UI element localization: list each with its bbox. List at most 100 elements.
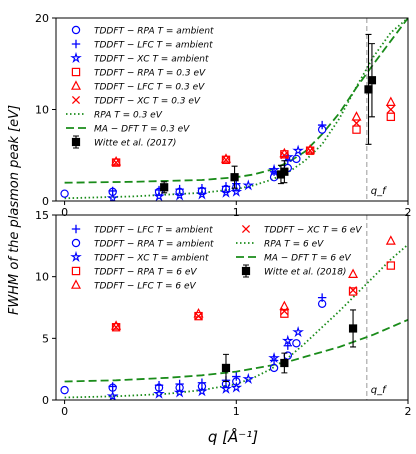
point-tddft-lfc-t-6-ev <box>348 268 359 278</box>
point-tddft-xc-t-ambient <box>196 385 208 397</box>
legend-label: RPA T = 6 eV <box>264 240 324 250</box>
legend-marker <box>71 279 81 289</box>
qf-label: q_f <box>371 385 387 396</box>
point-tddft-lfc-t-0-3-ev <box>351 111 362 121</box>
point-tddft-xc-t-6-ev <box>194 312 203 321</box>
legend-label: TDDFT − LFC T = 0.3 eV <box>94 83 205 93</box>
legend-label: Witte et al. (2018) <box>264 268 346 278</box>
point-tddft-rpa-t-ambient <box>175 383 184 392</box>
legend-entry-witte-et-al-2018: Witte et al. (2018) <box>241 264 346 278</box>
point-tddft-xc-t-ambient <box>230 381 243 393</box>
legend-entry-tddft-lfc-t-0-3-ev: TDDFT − LFC T = 0.3 eV <box>71 80 205 93</box>
point-tddft-rpa-t-ambient <box>197 382 207 391</box>
y-tick-label: 20 <box>35 12 49 25</box>
point-tddft-rpa-t-0-3-ev <box>305 146 315 155</box>
legend-label: RPA T = 0.3 eV <box>94 111 163 121</box>
y-tick-label: 0 <box>42 394 49 407</box>
point-tddft-xc-t-ambient <box>292 144 304 156</box>
bottom-plot-area <box>60 235 408 400</box>
point-tddft-xc-t-0-3-ev <box>386 105 395 114</box>
legend-entry-tddft-lfc-t-ambient: TDDFT − LFC T = ambient <box>71 224 213 236</box>
legend-entry-tddft-rpa-t-ambient: TDDFT − RPA T = ambient <box>71 238 214 250</box>
legend-entry-tddft-xc-t-ambient: TDDFT − XC T = ambient <box>70 51 209 65</box>
point-tddft-xc-t-ambient <box>173 189 186 201</box>
legend-entry-witte-et-al-2017: Witte et al. (2017) <box>71 135 176 149</box>
point-tddft-xc-t-6-ev <box>280 307 289 316</box>
point-tddft-xc-t-ambient <box>153 387 165 399</box>
point-tddft-rpa-t-0-3-ev <box>386 112 396 122</box>
point-tddft-xc-t-ambient <box>220 186 232 198</box>
point-tddft-xc-t-ambient <box>220 382 232 394</box>
legend-label: TDDFT − XC T = 0.3 eV <box>94 97 201 107</box>
point-tddft-xc-t-ambient <box>268 351 280 364</box>
legend-marker <box>71 95 81 105</box>
point-tddft-xc-t-6-ev <box>348 286 358 295</box>
legend-label: TDDFT − RPA T = 0.3 eV <box>94 69 206 79</box>
x-tick-label: 0 <box>61 206 68 219</box>
point-tddft-lfc-t-ambient <box>317 120 327 130</box>
point-tddft-rpa-t-ambient <box>269 363 279 373</box>
point-tddft-xc-t-ambient <box>292 326 304 338</box>
point-tddft-xc-t-ambient <box>242 179 255 191</box>
y-tick-label: 0 <box>42 195 49 208</box>
point-tddft-rpa-t-ambient <box>292 339 301 348</box>
legend-marker <box>71 266 81 276</box>
legend-label: TDDFT − XC T = ambient <box>94 254 209 264</box>
point-tddft-rpa-t-0-3-ev <box>221 155 231 165</box>
legend-label: TDDFT − XC T = ambient <box>94 55 209 65</box>
point-tddft-xc-t-ambient <box>268 163 280 175</box>
legend-marker <box>71 137 81 147</box>
legend-label: TDDFT − RPA T = ambient <box>94 27 214 37</box>
legend-entry-tddft-xc-t-0-3-ev: TDDFT − XC T = 0.3 eV <box>71 95 201 107</box>
x-tick-label: 2 <box>405 405 412 418</box>
point-tddft-xc-t-6-ev <box>112 323 121 332</box>
top-plot-area <box>60 18 408 201</box>
point-tddft-rpa-t-ambient <box>292 154 301 164</box>
point-tddft-xc-t-ambient <box>106 192 119 201</box>
legend-marker <box>70 250 82 262</box>
legend-entry-tddft-xc-t-6-ev: TDDFT − XC T = 6 eV <box>241 224 362 236</box>
x-tick-label: 1 <box>233 206 240 219</box>
legend-marker <box>71 25 81 35</box>
y-tick-label: 5 <box>42 332 49 345</box>
point-witte-et-al-2017 <box>160 183 169 192</box>
legend-marker <box>71 224 81 234</box>
series-line-ma-dft-t-0-3-ev <box>64 18 408 184</box>
point-witte-et-al-2018 <box>348 324 358 333</box>
legend-marker <box>241 266 251 276</box>
legend-marker <box>71 238 81 248</box>
legend-entry-tddft-lfc-t-ambient: TDDFT − LFC T = ambient <box>71 39 213 51</box>
legend-entry-tddft-rpa-t-0-3-ev: TDDFT − RPA T = 0.3 eV <box>71 67 206 79</box>
point-tddft-xc-t-ambient <box>173 386 186 398</box>
bottom-panel: q_f 0 1 2 0 5 10 15 TDDFT − LFC T = ambient TDDFT… <box>35 209 412 418</box>
point-tddft-rpa-t-ambient <box>60 189 69 198</box>
legend-label: Witte et al. (2017) <box>94 139 176 149</box>
point-tddft-rpa-t-6-ev <box>348 287 358 296</box>
point-tddft-xc-t-0-3-ev <box>352 119 361 128</box>
point-tddft-xc-t-ambient <box>242 372 255 384</box>
legend-label: TDDFT − RPA T = 6 eV <box>94 268 197 278</box>
legend-marker <box>71 67 81 77</box>
x-tick-label: 2 <box>405 206 412 219</box>
point-tddft-lfc-t-0-3-ev <box>385 96 396 106</box>
legend-label: TDDFT − XC T = 6 eV <box>264 226 362 236</box>
point-tddft-rpa-t-ambient <box>317 299 327 308</box>
legend-entry-rpa-t-6-ev: RPA T = 6 eV <box>236 240 324 250</box>
y-tick-label: 15 <box>35 209 49 222</box>
point-tddft-xc-t-0-3-ev <box>112 158 121 167</box>
legend-label: TDDFT − RPA T = ambient <box>94 240 214 250</box>
series-line-rpa-t-6-ev <box>64 243 408 399</box>
point-tddft-xc-t-0-3-ev <box>221 155 231 164</box>
legend-marker <box>71 80 81 90</box>
bottom-axes-frame <box>55 214 409 401</box>
point-tddft-xc-t-0-3-ev <box>280 151 289 160</box>
point-tddft-xc-t-ambient <box>153 190 165 201</box>
point-tddft-lfc-t-6-ev <box>279 300 290 311</box>
legend-marker <box>70 51 82 63</box>
legend-entry-tddft-lfc-t-6-ev: TDDFT − LFC T = 6 eV <box>71 279 197 292</box>
point-witte-et-al-2017 <box>364 85 373 94</box>
y-tick-label: 10 <box>35 271 49 284</box>
legend-entry-tddft-xc-t-ambient: TDDFT − XC T = ambient <box>70 250 209 264</box>
